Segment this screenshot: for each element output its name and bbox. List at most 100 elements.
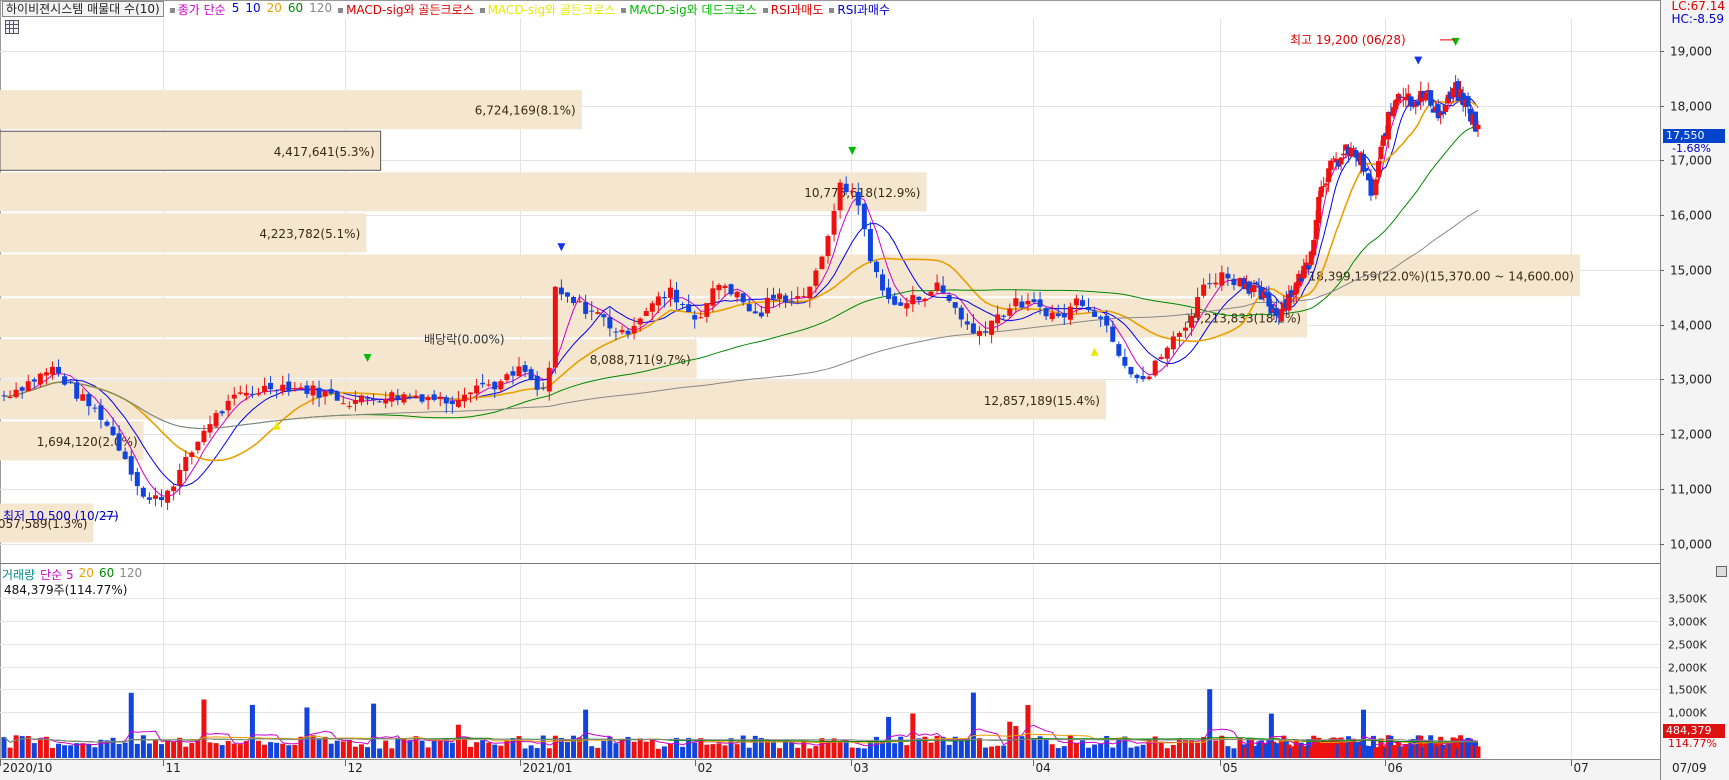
volume-profile-label: 4,223,782(5.1%) — [259, 227, 360, 241]
candle-body — [1443, 105, 1449, 112]
legend-item[interactable]: MACD-sig와 데드크로스 — [621, 1, 757, 18]
candle-body — [1450, 88, 1456, 98]
legend-item[interactable]: 20 — [266, 0, 282, 15]
volume-tick-label: 2,500K — [1668, 639, 1707, 652]
candle-body — [1360, 153, 1366, 172]
legend-item[interactable]: 120 — [309, 0, 333, 15]
legend-items: 종가 단순 5 10 20 60 120 MACD-sig와 골든크로스 MACD-sig와 … — [169, 0, 890, 18]
candle-body — [849, 191, 855, 193]
candle-body — [383, 399, 389, 404]
volume-bar — [31, 743, 37, 758]
candle-body — [1316, 196, 1322, 224]
candle-body — [904, 303, 910, 309]
volume-bar — [1049, 744, 1055, 758]
volume-profile-label: 4,417,641(5.3%) — [274, 145, 375, 159]
volume-bar — [704, 744, 710, 758]
panel-toggle-button[interactable] — [1716, 566, 1727, 577]
current-price-badge: 17,550 — [1663, 129, 1725, 143]
candle-body — [504, 374, 510, 381]
candle-body — [946, 295, 952, 301]
candle-body — [292, 388, 298, 390]
volume-bar — [807, 748, 813, 758]
candle-body — [698, 317, 704, 319]
candle-body — [1460, 92, 1466, 106]
legend-item[interactable]: 5 — [231, 0, 240, 15]
volume-profile-label: 8,088,711(9.7%) — [590, 353, 691, 367]
candle-body — [249, 393, 255, 395]
volume-bar — [873, 736, 879, 758]
month-label: 03 — [854, 761, 869, 775]
candle-body — [571, 297, 577, 304]
volume-bar — [1370, 735, 1376, 758]
candle-body — [1237, 278, 1243, 287]
volume-bar — [1019, 736, 1025, 758]
candle-body — [1313, 219, 1319, 240]
candle-body — [1423, 92, 1429, 101]
volume-bar — [165, 739, 171, 758]
volume-bar — [837, 742, 843, 758]
candle-body — [764, 297, 770, 314]
volume-bar — [468, 746, 474, 758]
volume-profile-bar — [0, 172, 927, 212]
volume-bar — [680, 746, 686, 758]
chart-title[interactable]: 하이비젼시스템 매물대 수(10) — [2, 1, 164, 17]
candle-body — [1043, 308, 1049, 317]
candle-body — [619, 330, 625, 333]
volume-bar — [674, 737, 680, 758]
candle-body — [1268, 304, 1274, 314]
legend-item[interactable]: 종가 단순 — [169, 1, 226, 18]
volume-legend-title: 거래량 — [2, 568, 36, 582]
candle-body — [19, 387, 25, 391]
table-icon[interactable] — [5, 20, 19, 34]
legend-item[interactable]: 60 — [287, 0, 304, 15]
volume-legend: 거래량 단순 5 20 60 120 — [2, 566, 142, 583]
volume-bar — [140, 735, 146, 758]
candle-body — [589, 310, 595, 312]
candle-body — [1353, 150, 1359, 158]
legend-item[interactable]: 10 — [245, 0, 261, 15]
volume-bar — [1086, 747, 1092, 758]
volume-bar — [558, 737, 564, 758]
candle-body — [1176, 333, 1182, 337]
volume-bar — [504, 740, 510, 758]
candle-body — [1465, 96, 1471, 107]
volume-bar — [152, 740, 158, 758]
ma-line-120 — [3, 209, 1479, 430]
candle-body — [1385, 111, 1391, 140]
volume-bar — [110, 737, 116, 758]
candle-body — [56, 366, 62, 374]
volume-legend-item[interactable]: 60 — [98, 566, 115, 580]
volume-ma-120 — [3, 736, 1478, 743]
legend-item[interactable]: RSI과매도 — [762, 1, 823, 18]
month-label: 07 — [1574, 761, 1589, 775]
candle-body — [916, 296, 922, 301]
volume-tick-label: 3,500K — [1668, 593, 1707, 606]
candle-body — [1055, 313, 1061, 317]
volume-legend-item[interactable]: 20 — [78, 566, 94, 580]
volume-bar — [983, 747, 989, 758]
candle-body — [280, 384, 286, 392]
candle-body — [540, 387, 546, 389]
volume-bar — [522, 748, 528, 758]
volume-bar — [849, 747, 855, 758]
candle-body — [243, 392, 249, 396]
candle-body — [716, 284, 722, 291]
month-label: 05 — [1223, 761, 1238, 775]
legend-item[interactable]: MACD-sig와 골든크로스 — [338, 1, 474, 18]
legend-item[interactable]: MACD-sig와 골든크로스 — [479, 1, 615, 18]
volume-bar — [1140, 744, 1146, 758]
volume-bar — [710, 744, 716, 758]
volume-bar — [1073, 743, 1079, 758]
candle-body — [722, 285, 728, 289]
candle-body — [892, 296, 898, 305]
legend-item[interactable]: RSI과매수 — [829, 1, 890, 18]
volume-legend-item[interactable]: 120 — [119, 566, 143, 580]
volume-profile-bar — [0, 90, 582, 130]
volume-legend-item[interactable]: 단순 5 — [40, 568, 74, 582]
candle-body — [1311, 240, 1317, 256]
candle-body — [952, 302, 958, 308]
candle-body — [1328, 160, 1334, 170]
last-date-label: 07/09 — [1672, 761, 1707, 775]
volume-bar — [383, 740, 389, 758]
candle-body — [989, 320, 995, 335]
